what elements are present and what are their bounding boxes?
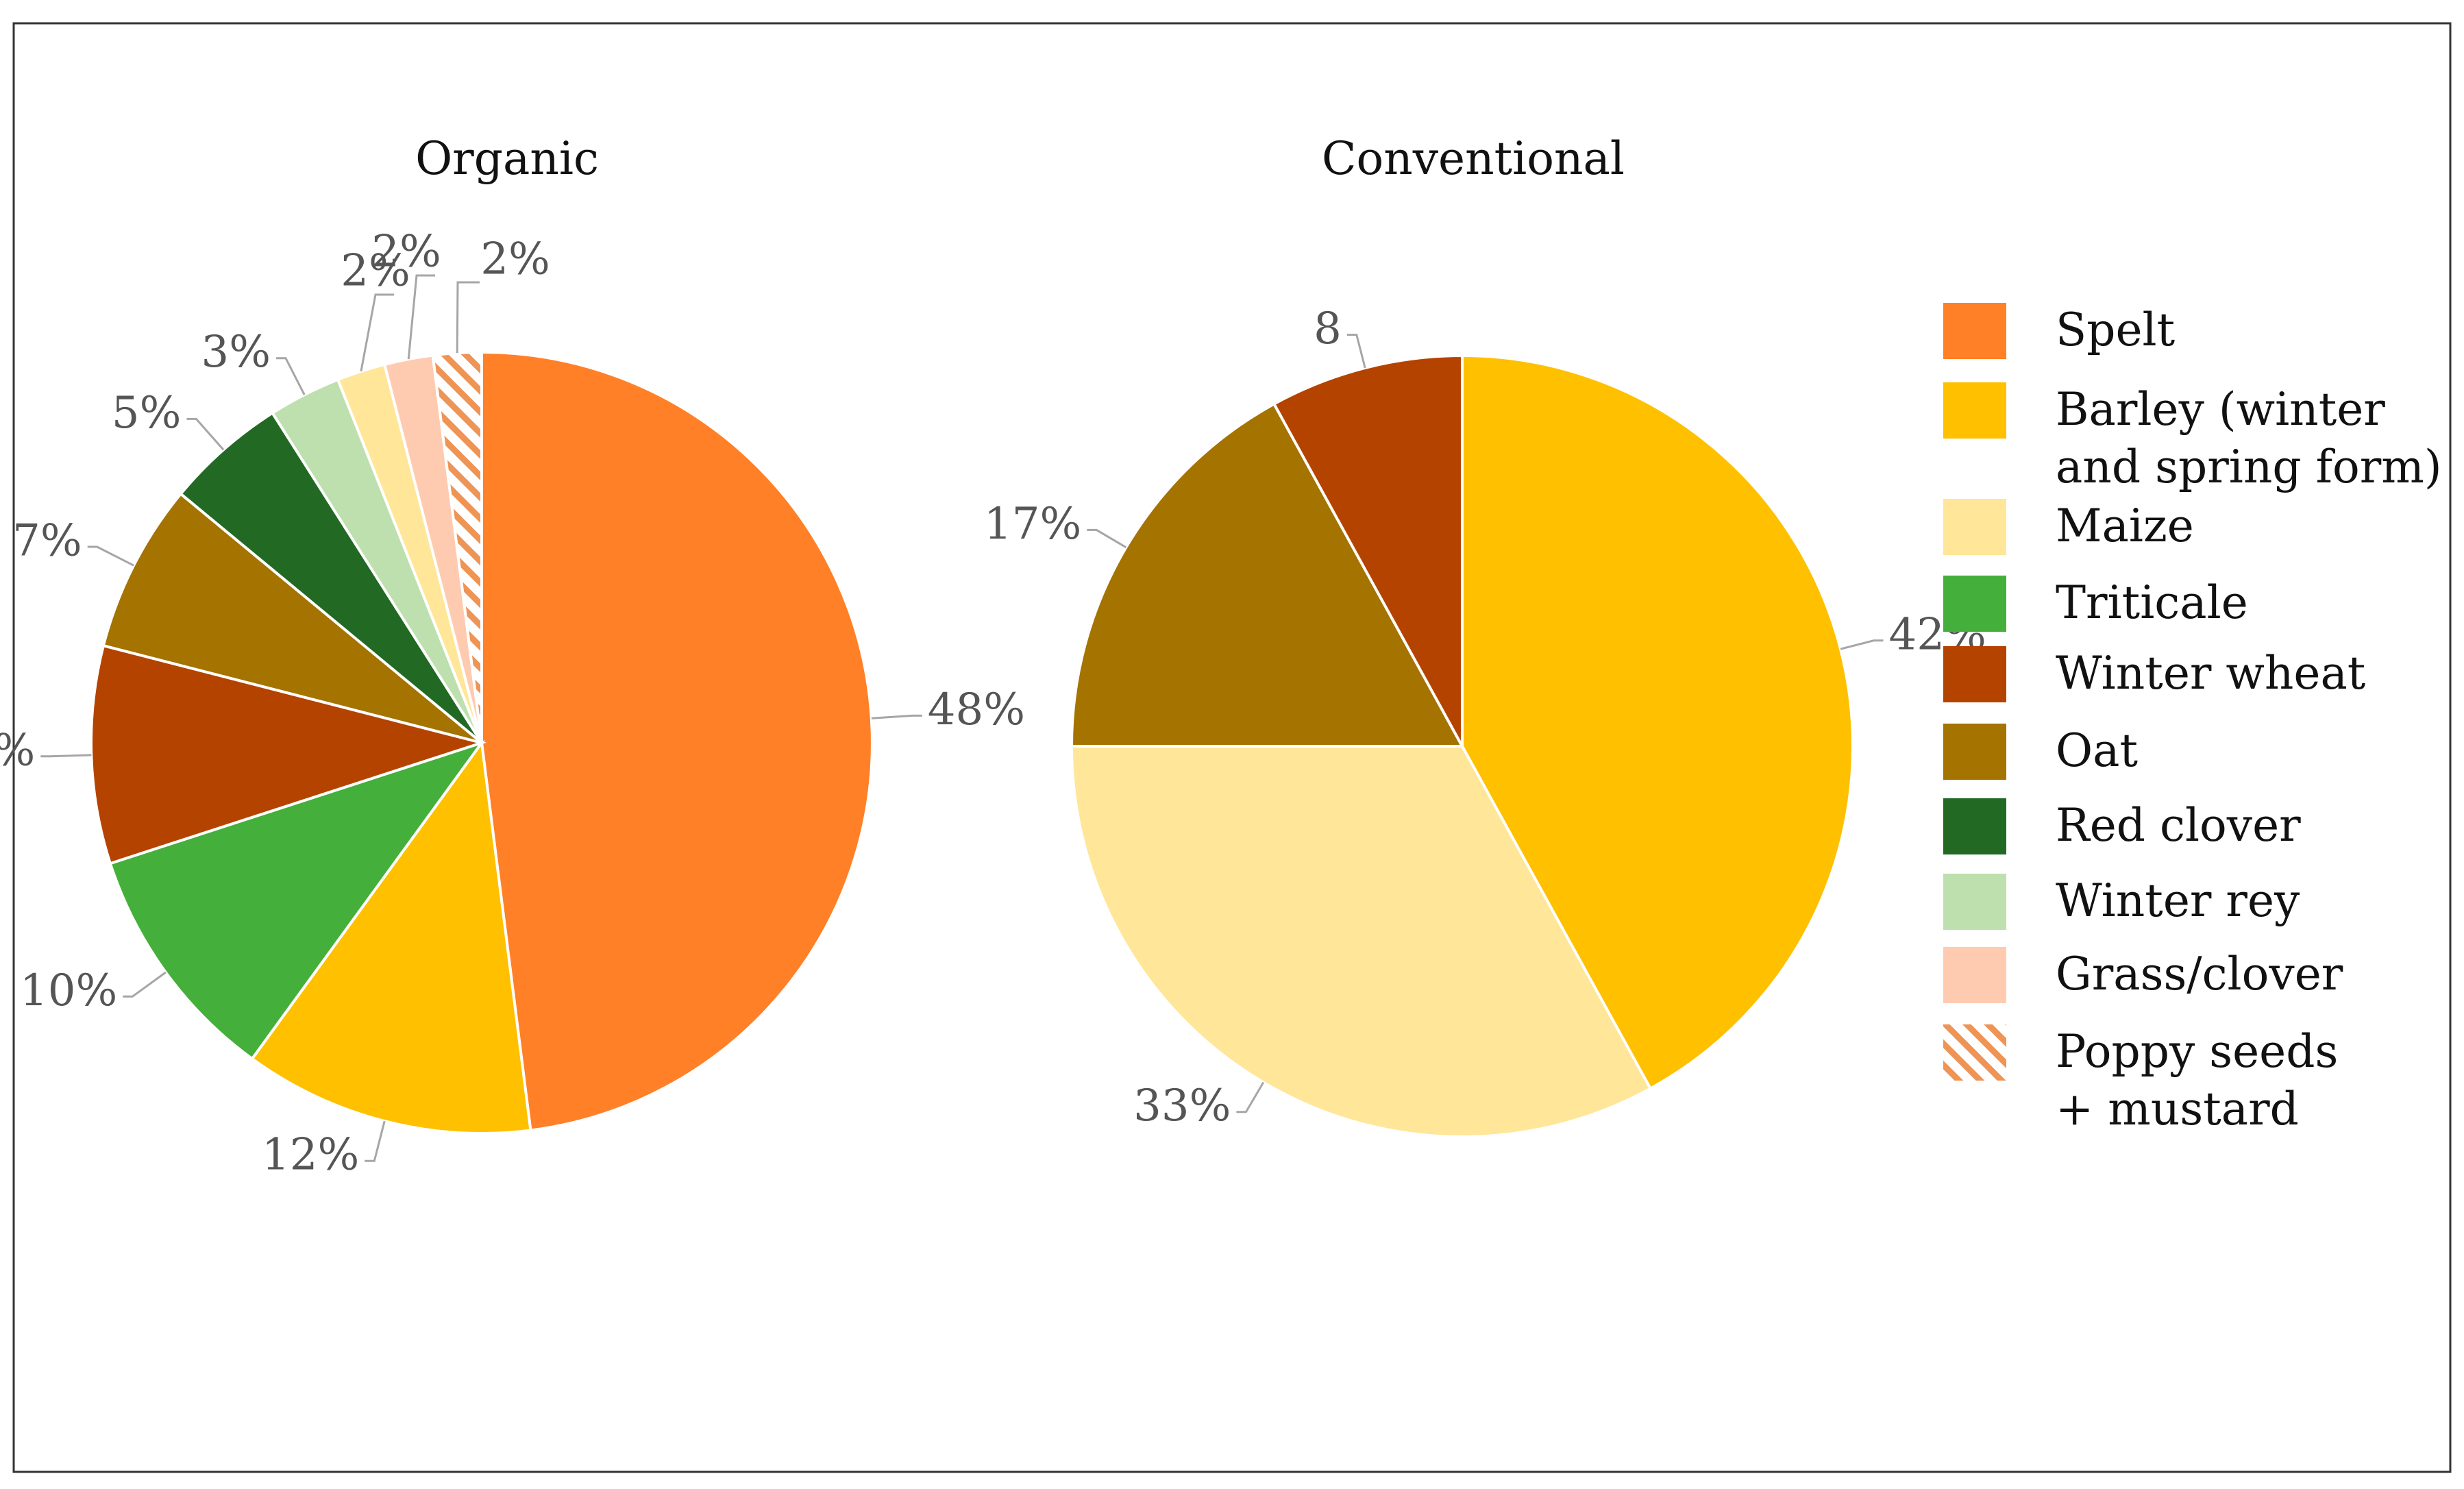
conventional-slice-oat: [1070, 402, 1465, 748]
conventional-label-oat: 17%: [984, 499, 1081, 550]
organic-label-grass-clover: 2%: [371, 227, 441, 278]
conventional-leader-barley-winter-and-spring-form: [1840, 639, 1884, 650]
legend-swatch-oat: [1943, 724, 2006, 780]
organic-label-maize: 2%: [341, 246, 410, 297]
organic-leader-triticale: [123, 971, 167, 998]
organic-leader-winter-wheat: [40, 754, 92, 758]
organic-leader-maize: [360, 293, 394, 372]
legend-label-oat: Oat: [2056, 724, 2138, 777]
organic-slice-winter-wheat: [90, 643, 487, 865]
organic-chart-title: Organic: [415, 132, 599, 185]
conventional-slice-barley-winter-and-spring-form: [1461, 354, 1854, 1091]
legend-swatch-poppy-seeds-mustard: [1943, 1024, 2006, 1081]
legend-label-spelt: Spelt: [2056, 304, 2175, 356]
organic-label-barley-winter-and-spring-form: 12%: [262, 1130, 359, 1181]
conventional-pie-chart: Conventional 42%33%17%8: [984, 132, 1986, 1138]
organic-leader-oat: [87, 545, 134, 567]
legend-label-maize: Maize: [2056, 500, 2194, 552]
legend-swatch-winter-wheat: [1943, 646, 2006, 702]
legend-swatch-spelt: [1943, 303, 2006, 359]
organic-label-spelt: 48%: [928, 685, 1025, 735]
conventional-leader-oat: [1087, 528, 1127, 549]
organic-slices: [90, 350, 874, 1135]
legend-label-poppy-seeds-mustard-line1: Poppy seeds: [2056, 1025, 2338, 1078]
organic-label-winter-rey: 3%: [201, 327, 271, 378]
conventional-label-maize: 33%: [1133, 1081, 1231, 1131]
conventional-leader-lines: [1087, 334, 1884, 1113]
legend-label-winter-rey: Winter rey: [2056, 874, 2300, 927]
conventional-slices: [1070, 354, 1854, 1138]
conventional-label-winter-wheat: 8: [1314, 304, 1342, 354]
organic-label-winter-wheat: 9%: [0, 725, 35, 776]
conventional-leader-winter-wheat: [1346, 334, 1366, 369]
organic-leader-spelt: [871, 714, 922, 719]
organic-slice-triticale: [108, 740, 486, 1061]
legend-label-winter-wheat: Winter wheat: [2056, 647, 2365, 700]
organic-leader-lines: [40, 274, 922, 1162]
organic-slice-oat: [101, 491, 483, 744]
conventional-percent-labels: 42%33%17%8: [984, 304, 1986, 1131]
conventional-leader-maize: [1236, 1081, 1265, 1113]
organic-label-oat: 7%: [12, 516, 82, 567]
organic-label-red-clover: 5%: [112, 388, 182, 439]
legend-swatch-maize: [1943, 499, 2006, 555]
legend-swatch-winter-rey: [1943, 874, 2006, 930]
legend-swatch-triticale: [1943, 576, 2006, 632]
organic-percent-labels: 48%12%10%9%7%5%3%2%2%2%: [0, 227, 1025, 1181]
conventional-chart-title: Conventional: [1322, 132, 1625, 185]
organic-leader-poppy-seeds-mustard: [456, 281, 480, 354]
legend-label-triticale: Triticale: [2056, 576, 2248, 629]
organic-label-triticale: 10%: [20, 965, 117, 1016]
organic-leader-barley-winter-and-spring-form: [365, 1120, 386, 1162]
organic-slice-poppy-seeds-mustard: [431, 350, 483, 743]
organic-leader-red-clover: [186, 417, 225, 451]
organic-leader-winter-rey: [276, 357, 306, 395]
organic-slice-barley-winter-and-spring-form: [250, 739, 532, 1135]
legend-label-barley-winter-and-spring-form-line2: and spring form): [2056, 441, 2442, 493]
legend-swatch-barley-winter-and-spring-form: [1943, 382, 2006, 439]
organic-pie-chart: Organic 48%12%10%9%7%5%3%2%2%2%: [0, 132, 1025, 1181]
organic-leader-grass-clover: [407, 274, 435, 360]
organic-slice-spelt: [480, 350, 874, 1132]
legend-swatch-grass-clover: [1943, 947, 2006, 1003]
legend-label-barley-winter-and-spring-form-line1: Barley (winter: [2056, 383, 2385, 436]
organic-label-poppy-seeds-mustard: 2%: [480, 234, 550, 285]
legend-label-poppy-seeds-mustard-line2: + mustard: [2056, 1083, 2299, 1135]
conventional-slice-winter-wheat: [1272, 354, 1464, 747]
legend-label-red-clover: Red clover: [2056, 799, 2301, 852]
legend-swatch-red-clover: [1943, 798, 2006, 854]
legend-label-grass-clover: Grass/clover: [2056, 948, 2343, 1000]
